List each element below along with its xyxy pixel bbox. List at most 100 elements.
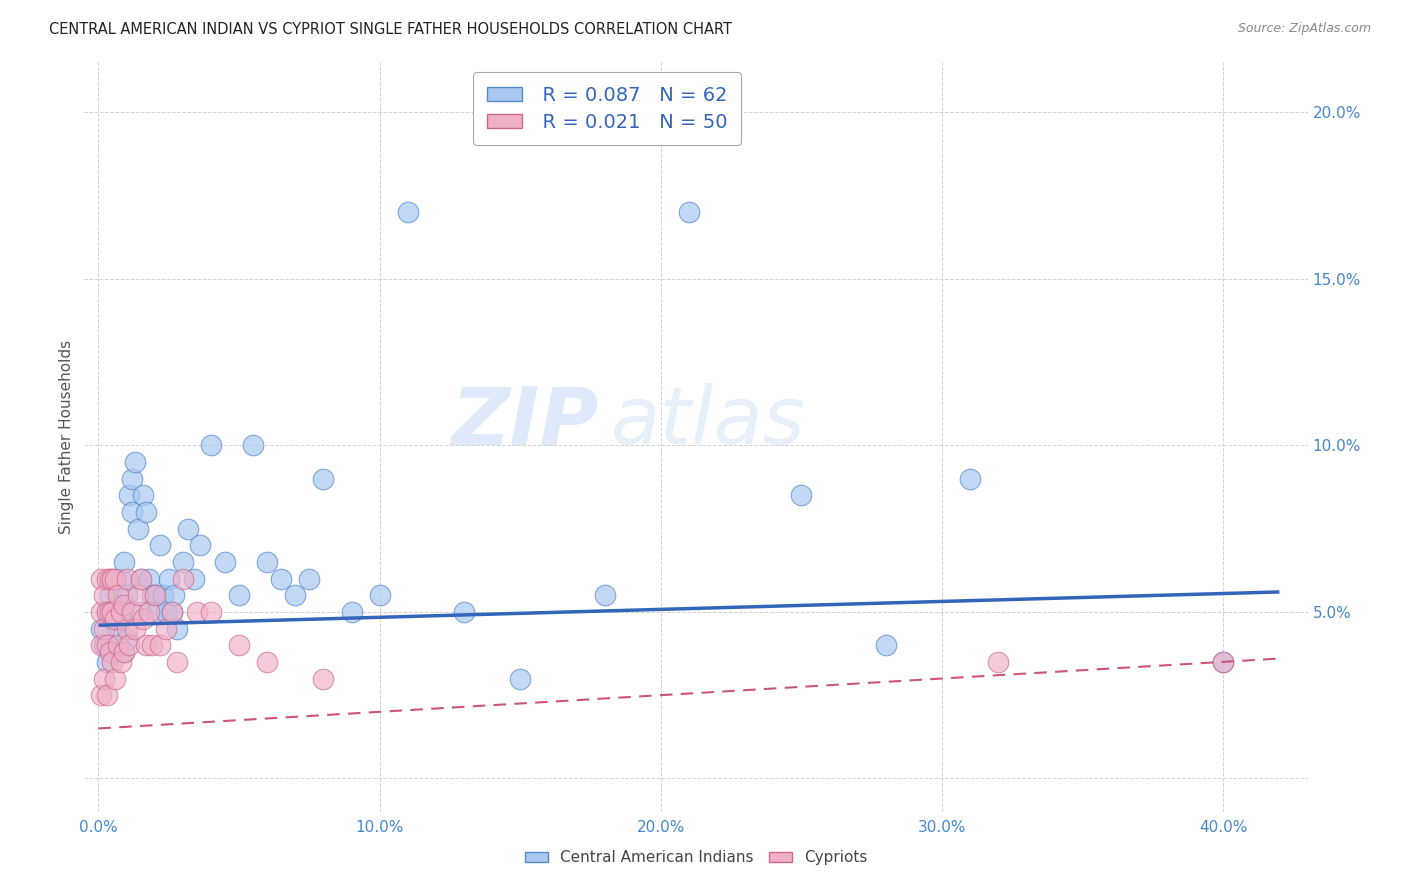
Point xyxy=(298,572,321,586)
Point xyxy=(242,438,264,452)
Point xyxy=(155,605,177,619)
Point xyxy=(104,572,127,586)
Point xyxy=(112,599,135,613)
Point xyxy=(200,438,222,452)
Point xyxy=(115,588,138,602)
Point xyxy=(101,655,124,669)
Point xyxy=(183,572,205,586)
Point xyxy=(96,605,118,619)
Point xyxy=(143,588,166,602)
Point xyxy=(678,205,700,219)
Point xyxy=(1212,655,1234,669)
Point xyxy=(90,638,112,652)
Point xyxy=(127,588,149,602)
Point xyxy=(107,638,129,652)
Point xyxy=(101,605,124,619)
Point xyxy=(93,672,115,686)
Point xyxy=(112,645,135,659)
Text: atlas: atlas xyxy=(610,383,806,461)
Point xyxy=(96,605,118,619)
Point xyxy=(593,588,616,602)
Point xyxy=(107,622,129,636)
Point xyxy=(121,505,143,519)
Point xyxy=(96,655,118,669)
Point xyxy=(256,655,278,669)
Point xyxy=(141,638,163,652)
Point xyxy=(141,588,163,602)
Point xyxy=(98,638,121,652)
Y-axis label: Single Father Households: Single Father Households xyxy=(59,340,75,534)
Point xyxy=(166,655,188,669)
Point xyxy=(172,572,194,586)
Point xyxy=(1212,655,1234,669)
Point xyxy=(453,605,475,619)
Point xyxy=(93,638,115,652)
Point xyxy=(152,588,174,602)
Point xyxy=(987,655,1010,669)
Point xyxy=(104,611,127,625)
Point xyxy=(160,605,183,619)
Point xyxy=(124,622,146,636)
Point xyxy=(138,605,160,619)
Point xyxy=(129,572,152,586)
Point xyxy=(177,522,200,536)
Point xyxy=(90,622,112,636)
Point xyxy=(93,588,115,602)
Point xyxy=(270,572,292,586)
Point xyxy=(135,505,157,519)
Point xyxy=(110,605,132,619)
Point xyxy=(256,555,278,569)
Point xyxy=(104,672,127,686)
Point xyxy=(98,645,121,659)
Point xyxy=(98,572,121,586)
Point xyxy=(115,572,138,586)
Point xyxy=(115,622,138,636)
Point xyxy=(396,205,419,219)
Point xyxy=(90,572,112,586)
Point xyxy=(132,488,155,502)
Point xyxy=(790,488,813,502)
Point xyxy=(96,688,118,702)
Point xyxy=(121,605,143,619)
Point xyxy=(112,645,135,659)
Point xyxy=(200,605,222,619)
Point xyxy=(163,588,186,602)
Point xyxy=(101,611,124,625)
Point xyxy=(96,572,118,586)
Point xyxy=(155,622,177,636)
Point xyxy=(124,455,146,469)
Point xyxy=(127,522,149,536)
Point xyxy=(121,472,143,486)
Point xyxy=(172,555,194,569)
Point xyxy=(104,605,127,619)
Point xyxy=(312,472,335,486)
Point xyxy=(112,555,135,569)
Point xyxy=(138,572,160,586)
Text: Source: ZipAtlas.com: Source: ZipAtlas.com xyxy=(1237,22,1371,36)
Point xyxy=(110,572,132,586)
Point xyxy=(101,572,124,586)
Point xyxy=(146,605,169,619)
Point xyxy=(107,599,129,613)
Point xyxy=(115,632,138,646)
Point xyxy=(312,672,335,686)
Point xyxy=(188,538,211,552)
Point xyxy=(90,688,112,702)
Point xyxy=(186,605,208,619)
Point xyxy=(118,488,141,502)
Point xyxy=(166,622,188,636)
Point xyxy=(149,538,172,552)
Point xyxy=(104,572,127,586)
Point xyxy=(96,638,118,652)
Point xyxy=(157,572,180,586)
Text: CENTRAL AMERICAN INDIAN VS CYPRIOT SINGLE FATHER HOUSEHOLDS CORRELATION CHART: CENTRAL AMERICAN INDIAN VS CYPRIOT SINGL… xyxy=(49,22,733,37)
Point xyxy=(110,655,132,669)
Point xyxy=(368,588,391,602)
Point xyxy=(160,605,183,619)
Point xyxy=(129,605,152,619)
Legend: Central American Indians, Cypriots: Central American Indians, Cypriots xyxy=(519,845,873,871)
Point xyxy=(228,588,250,602)
Point xyxy=(214,555,236,569)
Point xyxy=(93,622,115,636)
Point xyxy=(340,605,363,619)
